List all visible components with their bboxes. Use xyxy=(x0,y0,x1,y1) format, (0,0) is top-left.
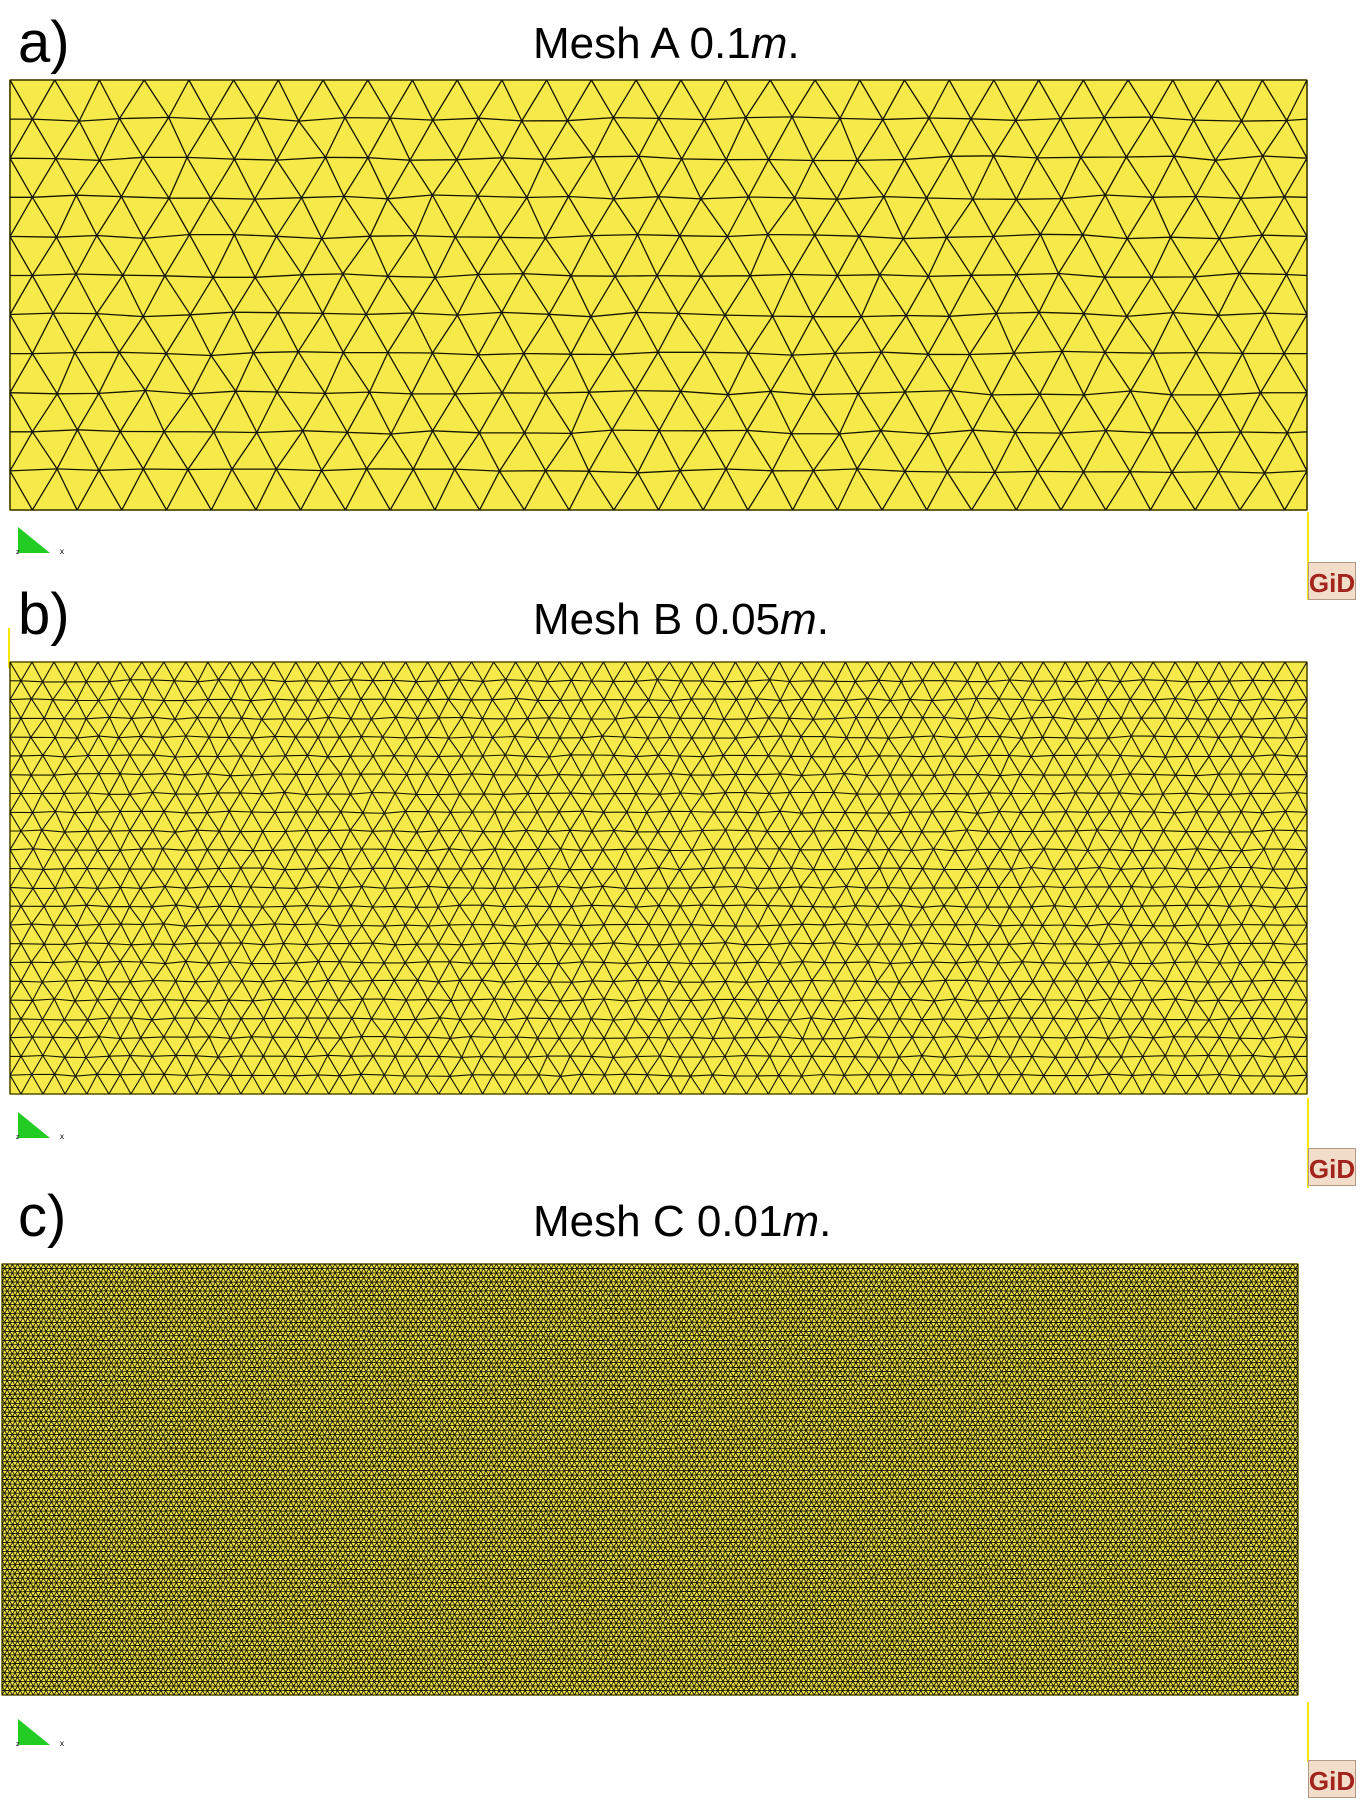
axis-triad: z x xyxy=(16,1110,66,1140)
panel-title: Mesh B 0.05m. xyxy=(533,598,829,642)
axis-label-z: z xyxy=(16,549,20,555)
gid-logo-text: GiD xyxy=(1309,568,1355,598)
title-text: Mesh A 0.1 xyxy=(533,19,751,68)
title-suffix: . xyxy=(816,595,829,644)
title-suffix: . xyxy=(787,19,800,68)
axis-line xyxy=(8,628,10,668)
mesh-b-view xyxy=(9,661,1308,1095)
panel-title: Mesh C 0.01m. xyxy=(533,1200,831,1244)
panel-a: a) Mesh A 0.1m. z x GiD xyxy=(0,0,1367,600)
mesh-a-view xyxy=(9,79,1308,511)
axis-triad-icon xyxy=(18,527,50,553)
axis-line xyxy=(1307,1098,1309,1188)
axis-triad-icon xyxy=(18,1719,50,1745)
panel-label: b) xyxy=(18,582,70,647)
panel-label: a) xyxy=(18,10,70,75)
gid-logo: GiD xyxy=(1308,562,1356,600)
gid-logo: GiD xyxy=(1308,1760,1356,1798)
axis-triad-icon xyxy=(18,1112,50,1138)
title-text: Mesh C 0.01 xyxy=(533,1197,783,1246)
mesh-domain xyxy=(9,79,1308,511)
gid-logo: GiD xyxy=(1308,1148,1356,1186)
title-text: Mesh B 0.05 xyxy=(533,595,781,644)
panel-c: c) Mesh C 0.01m. z x GiD xyxy=(0,1184,1367,1801)
axis-label-x: x xyxy=(60,1132,64,1140)
title-unit: m xyxy=(750,19,788,68)
mesh-c-view xyxy=(1,1263,1299,1696)
axis-line xyxy=(1307,512,1309,600)
panel-b: b) Mesh B 0.05m. z x GiD xyxy=(0,582,1367,1198)
mesh-edges xyxy=(9,79,1308,511)
axis-triad: z x xyxy=(16,525,66,555)
title-suffix: . xyxy=(819,1197,832,1246)
mesh-edges xyxy=(1,1263,1299,1696)
axis-line xyxy=(1307,1702,1309,1762)
axis-label-z: z xyxy=(16,1134,20,1140)
panel-label: c) xyxy=(18,1184,67,1249)
title-unit: m xyxy=(780,595,817,644)
axis-label-z: z xyxy=(16,1741,20,1747)
gid-logo-text: GiD xyxy=(1309,1154,1355,1184)
gid-logo-text: GiD xyxy=(1309,1766,1355,1796)
mesh-domain xyxy=(9,661,1308,1095)
panel-title: Mesh A 0.1m. xyxy=(533,22,800,66)
mesh-edges xyxy=(9,661,1308,1095)
title-unit: m xyxy=(782,1197,820,1246)
axis-label-x: x xyxy=(60,547,64,555)
axis-label-x: x xyxy=(60,1739,64,1747)
axis-triad: z x xyxy=(16,1717,66,1747)
